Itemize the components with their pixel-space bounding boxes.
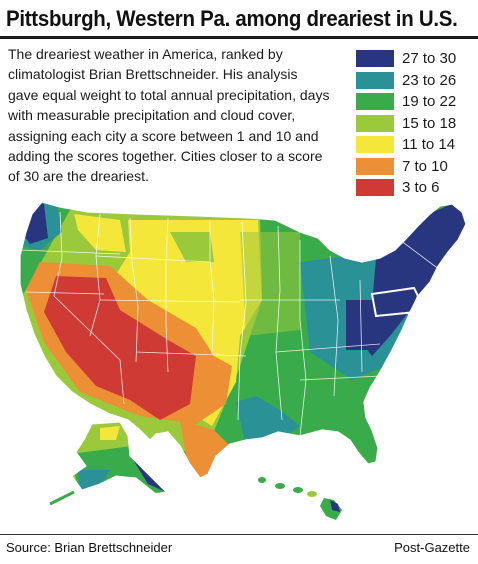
- alaska-outline: [71, 421, 168, 495]
- legend-item: 7 to 10: [356, 156, 474, 178]
- legend-item: 27 to 30: [356, 48, 474, 70]
- legend-item: 3 to 6: [356, 177, 474, 199]
- legend-swatch: [356, 93, 394, 111]
- legend-label: 19 to 22: [402, 93, 457, 111]
- aleutian-islands: [49, 490, 75, 506]
- publisher-credit: Post-Gazette: [394, 540, 470, 555]
- bottom-rule: [0, 534, 478, 535]
- legend-item: 23 to 26: [356, 70, 474, 92]
- source-credit: Source: Brian Brettschneider: [6, 540, 173, 555]
- headline: Pittsburgh, Western Pa. among dreariest …: [6, 6, 458, 31]
- legend-item: 11 to 14: [356, 134, 474, 156]
- legend-item: 15 to 18: [356, 113, 474, 135]
- legend-label: 15 to 18: [402, 114, 457, 132]
- legend-item: 19 to 22: [356, 91, 474, 113]
- legend-swatch: [356, 114, 394, 132]
- legend-label: 3 to 6: [402, 179, 440, 197]
- legend-label: 23 to 26: [402, 71, 457, 89]
- state-borders: [20, 211, 441, 437]
- top-rule: [0, 36, 478, 39]
- legend-swatch: [356, 157, 394, 175]
- legend-label: 11 to 14: [402, 136, 456, 154]
- legend-swatch: [356, 179, 394, 197]
- legend-swatch: [356, 50, 394, 68]
- us-dreariness-map: [19, 201, 467, 520]
- us-outline: [19, 201, 467, 479]
- legend-swatch: [356, 136, 394, 154]
- legend-label: 27 to 30: [402, 50, 457, 68]
- legend: 27 to 30 23 to 26 19 to 22 15 to 18 11 t…: [356, 48, 474, 199]
- intro-text: The dreariest weather in America, ranked…: [8, 46, 330, 185]
- legend-label: 7 to 10: [402, 157, 448, 175]
- legend-swatch: [356, 71, 394, 89]
- hawaii: [258, 477, 342, 520]
